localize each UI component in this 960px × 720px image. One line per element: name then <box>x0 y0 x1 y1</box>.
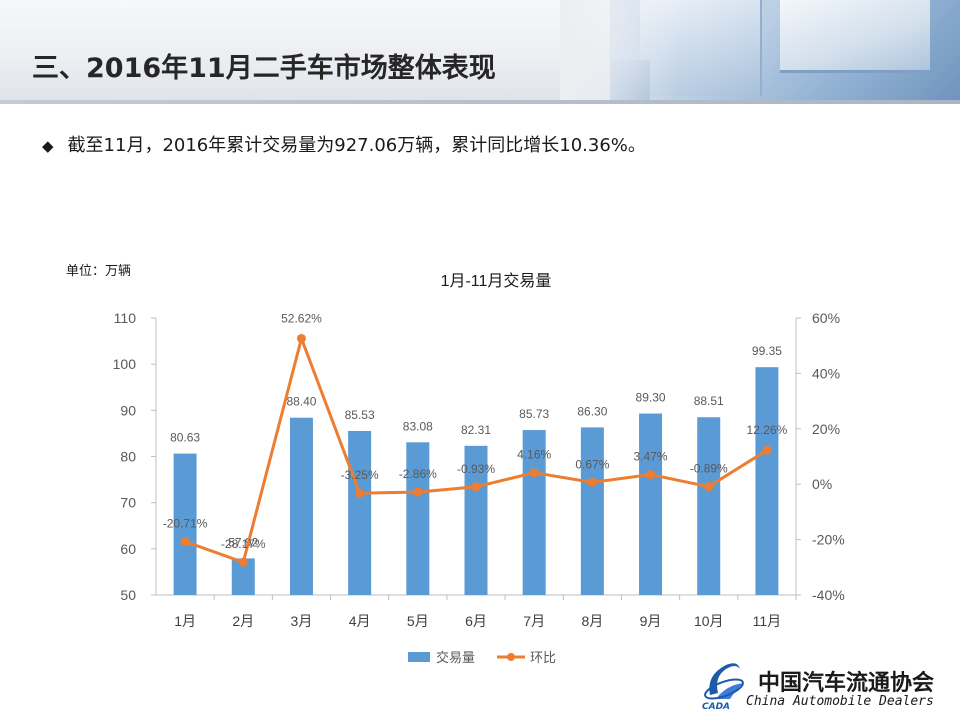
x-tick-label: 7月 <box>523 613 545 629</box>
bar-value-label: 89.30 <box>636 391 666 405</box>
bar-value-label: 86.30 <box>577 404 607 418</box>
line-point <box>704 482 714 492</box>
bar-value-label: 83.08 <box>403 419 433 433</box>
summary-bullet: ◆ 截至11月，2016年累计交易量为927.06万辆，累计同比增长10.36%。 <box>42 131 646 157</box>
line-value-label: 4.16% <box>517 448 551 462</box>
x-tick-label: 5月 <box>407 613 429 629</box>
page-title: 三、2016年11月二手车市场整体表现 <box>32 53 496 84</box>
bar-value-label: 85.73 <box>519 407 549 421</box>
x-tick-label: 6月 <box>465 613 487 629</box>
header-fade <box>560 0 680 104</box>
x-tick-label: 3月 <box>291 613 313 629</box>
line-point <box>413 487 423 497</box>
bar <box>522 430 546 595</box>
header-divider <box>0 100 960 104</box>
legend-line-marker <box>507 653 515 661</box>
line-value-label: -20.71% <box>163 517 208 531</box>
line-value-label: -3.25% <box>341 468 379 482</box>
y-right-tick-label: 60% <box>812 310 840 326</box>
x-tick-label: 1月 <box>174 613 196 629</box>
line-point <box>587 477 597 487</box>
y-right-tick-label: -40% <box>812 587 845 603</box>
y-left-tick-label: 90 <box>120 402 136 418</box>
y-left-tick-label: 80 <box>120 449 136 465</box>
line-value-label: -0.93% <box>457 462 495 476</box>
y-right-tick-label: 20% <box>812 421 840 437</box>
y-left-tick-label: 70 <box>120 495 136 511</box>
bar <box>464 445 488 595</box>
bar <box>406 442 430 595</box>
bar <box>289 417 313 595</box>
line-value-label: 12.26% <box>747 423 788 437</box>
bar <box>580 427 604 595</box>
bar-value-label: 88.40 <box>286 395 316 409</box>
bar-value-label: 88.51 <box>694 394 724 408</box>
y-right-tick-label: 0% <box>812 476 832 492</box>
cada-logo-text: CADA <box>702 702 730 711</box>
y-right-tick-label: -20% <box>812 532 845 548</box>
line-value-label: 0.67% <box>575 457 609 471</box>
bar-value-label: 57.92 <box>228 535 258 549</box>
y-left-tick-label: 50 <box>120 587 136 603</box>
bar-value-label: 85.53 <box>345 408 375 422</box>
x-tick-label: 9月 <box>640 613 662 629</box>
bar <box>173 453 197 595</box>
line-point <box>238 557 248 567</box>
cada-logo: CADA 中国汽车流通协会 China Automobile Dealers <box>696 655 956 715</box>
bar <box>231 558 255 595</box>
bar <box>639 413 663 595</box>
x-tick-label: 2月 <box>232 613 254 629</box>
x-tick-label: 8月 <box>581 613 603 629</box>
bar <box>697 417 721 595</box>
legend-line-label: 环比 <box>530 650 556 665</box>
line-point <box>646 470 656 480</box>
line-value-label: -28.17% <box>221 537 266 551</box>
bar-value-label: 80.63 <box>170 431 200 445</box>
line-point <box>762 445 772 455</box>
chart-unit-label: 单位：万辆 <box>66 264 132 279</box>
bar-value-label: 82.31 <box>461 423 491 437</box>
line-point <box>296 333 306 343</box>
header-cube <box>780 0 930 73</box>
line-value-label: -0.89% <box>690 462 728 476</box>
x-tick-label: 11月 <box>753 613 782 629</box>
y-right-tick-label: 40% <box>812 365 840 381</box>
legend-bar-swatch <box>408 652 430 662</box>
summary-text: 截至11月，2016年累计交易量为927.06万辆，累计同比增长10.36%。 <box>67 135 646 156</box>
legend-bar-label: 交易量 <box>436 650 475 665</box>
bar <box>348 430 372 595</box>
line-value-label: 3.47% <box>634 450 668 464</box>
header-banner <box>0 0 960 104</box>
x-tick-label: 10月 <box>694 613 724 629</box>
line-value-label: -2.86% <box>399 467 437 481</box>
x-tick-label: 4月 <box>349 613 371 629</box>
y-left-tick-label: 110 <box>114 310 137 326</box>
diamond-bullet-icon: ◆ <box>42 137 54 155</box>
line-point <box>355 488 365 498</box>
bar-value-label: 99.35 <box>752 344 782 358</box>
cada-logo-mark-icon: CADA <box>702 663 744 711</box>
y-left-tick-label: 60 <box>120 541 136 557</box>
line-point <box>180 537 190 547</box>
bar <box>755 367 779 595</box>
line-point <box>471 482 481 492</box>
line-point <box>529 468 539 478</box>
cada-logo-en: China Automobile Dealers <box>746 694 934 709</box>
y-left-tick-label: 100 <box>113 356 137 372</box>
cada-logo-cn: 中国汽车流通协会 <box>758 670 935 696</box>
line-value-label: 52.62% <box>281 311 322 325</box>
chart-title: 1月-11月交易量 <box>441 272 552 290</box>
